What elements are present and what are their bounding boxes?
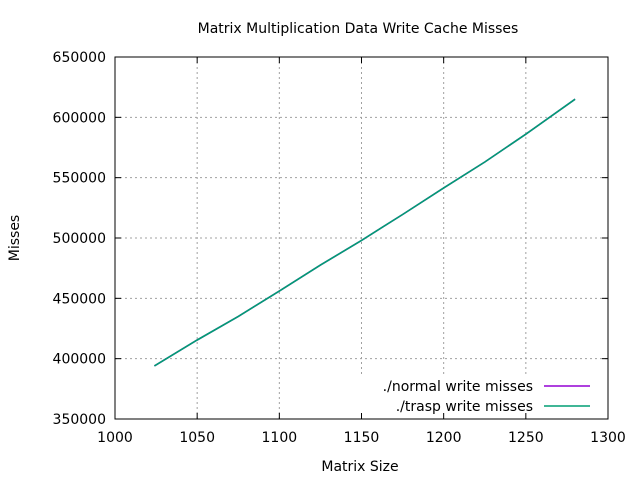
series-lines <box>153 98 576 367</box>
y-axis-label: Misses <box>7 215 23 261</box>
axis-ticks: 1000 1050 1100 1150 1200 1250 1300 350000 400000… <box>53 50 626 446</box>
x-axis-label: Matrix Size <box>321 459 398 475</box>
y-tick-label: 600000 <box>53 110 106 126</box>
legend: ./normal write misses ./trasp write misse… <box>383 379 590 415</box>
x-tick-label: 1250 <box>508 430 544 446</box>
series-line-1 <box>153 98 576 367</box>
y-tick-label: 350000 <box>53 412 106 428</box>
y-tick-label: 550000 <box>53 171 106 187</box>
legend-label-2: ./trasp write misses <box>396 399 533 415</box>
y-tick-label: 450000 <box>53 291 106 307</box>
x-tick-label: 1150 <box>344 430 380 446</box>
y-tick-label: 650000 <box>53 50 106 66</box>
legend-label-1: ./normal write misses <box>383 379 533 395</box>
x-tick-label: 1050 <box>179 430 215 446</box>
series-line-2 <box>153 98 576 367</box>
x-tick-label: 1300 <box>590 430 626 446</box>
chart-title: Matrix Multiplication Data Write Cache M… <box>198 21 519 37</box>
grid <box>115 57 608 419</box>
x-tick-label: 1100 <box>262 430 298 446</box>
y-tick-label: 500000 <box>53 231 106 247</box>
y-tick-label: 400000 <box>53 352 106 368</box>
x-tick-label: 1000 <box>97 430 133 446</box>
x-tick-label: 1200 <box>426 430 462 446</box>
